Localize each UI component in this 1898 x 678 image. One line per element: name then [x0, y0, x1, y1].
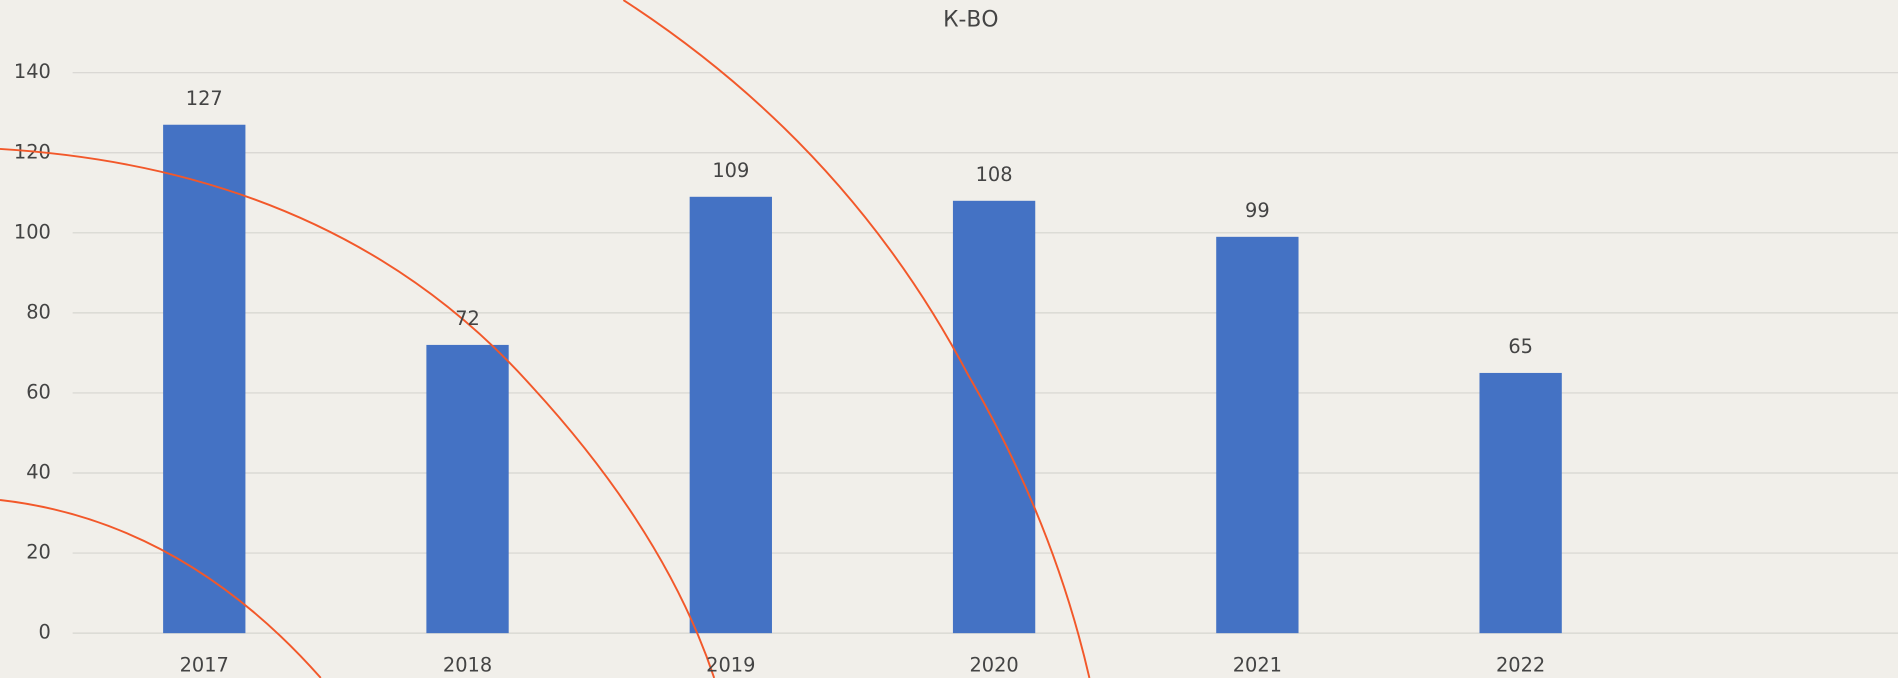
bar	[953, 201, 1035, 633]
x-tick-label: 2017	[180, 653, 229, 676]
data-label: 99	[1245, 199, 1270, 222]
bar	[1479, 373, 1561, 633]
chart: 020406080100120140 К-ВО 2017127201872201…	[0, 0, 1898, 678]
y-tick-label: 40	[26, 461, 51, 484]
bar	[690, 197, 772, 633]
y-tick-label: 100	[14, 220, 51, 243]
bar	[1216, 237, 1298, 633]
x-tick-label: 2021	[1233, 653, 1282, 676]
data-label: 65	[1508, 335, 1533, 358]
data-label: 108	[976, 163, 1013, 186]
x-tick-label: 2019	[706, 653, 755, 676]
chart-title: К-ВО	[943, 8, 998, 33]
data-label: 72	[455, 307, 480, 330]
y-tick-label: 0	[39, 621, 51, 644]
bar	[426, 345, 508, 633]
y-tick-label: 140	[14, 60, 51, 83]
y-tick-label: 60	[26, 380, 51, 403]
x-tick-label: 2018	[443, 653, 492, 676]
y-tick-label: 80	[26, 300, 51, 323]
data-label: 127	[186, 87, 223, 110]
page: {"chart_data": {"type": "bar", "title": …	[0, 0, 1898, 678]
data-label: 109	[712, 159, 749, 182]
y-tick-label: 20	[26, 541, 51, 564]
x-tick-label: 2020	[969, 653, 1018, 676]
x-tick-label: 2022	[1496, 653, 1545, 676]
